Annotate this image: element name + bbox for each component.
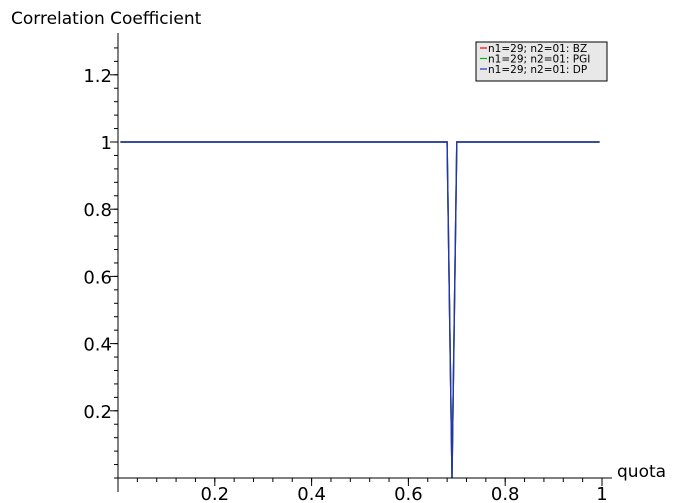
- legend-box: [475, 41, 608, 82]
- y-tick-label: 0.6: [83, 267, 112, 288]
- y-axis-title: Correlation Coefficient: [11, 9, 202, 29]
- x-tick-label: 0.2: [200, 484, 229, 503]
- x-tick-label: 0.8: [491, 484, 520, 503]
- y-tick-label: 1.2: [83, 66, 112, 87]
- series-line: [120, 141, 600, 479]
- x-tick-label: 0.4: [297, 484, 326, 503]
- y-tick-label: 0.2: [83, 402, 112, 423]
- x-axis-title: quota: [617, 462, 666, 482]
- x-tick-label: 0.6: [394, 484, 423, 503]
- y-tick-label: 0.8: [83, 200, 112, 221]
- series-line: [120, 141, 600, 479]
- series-layer: [120, 141, 600, 479]
- x-tick-label: 1: [596, 484, 607, 503]
- legend-label: n1=29; n2=01: BZ: [488, 43, 587, 55]
- legend-label: n1=29; n2=01: DP: [488, 64, 587, 76]
- y-tick-label: 0.4: [83, 335, 112, 356]
- y-ticks: 0.2 0.4 0.6 0.8 1 1.2: [83, 66, 118, 423]
- minor-ticks: [114, 47, 603, 482]
- y-tick-label: 1: [101, 133, 112, 154]
- series-line: [120, 141, 600, 479]
- x-ticks: 0.2 0.4 0.6 0.8 1: [200, 478, 608, 503]
- legend-label: n1=29; n2=01: PGI: [488, 54, 590, 66]
